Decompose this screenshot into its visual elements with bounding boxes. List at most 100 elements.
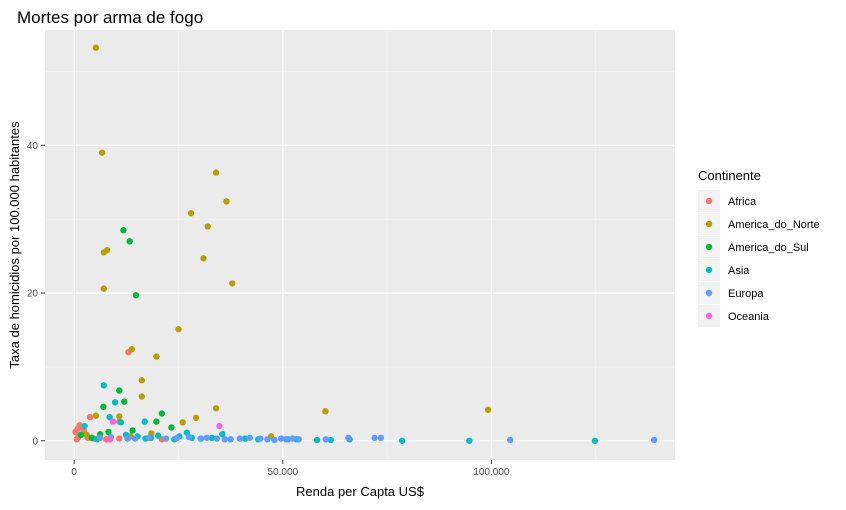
data-point [345,434,352,442]
data-point [313,436,321,444]
data-point [227,436,234,443]
data-point [154,432,162,439]
data-point [200,255,207,262]
data-point [153,418,160,425]
legend-swatch [705,243,713,251]
data-point [246,434,254,442]
legend-swatch [705,197,713,205]
data-point [322,408,329,415]
data-point [138,377,145,384]
data-point [327,436,334,444]
data-point [179,419,186,426]
data-point [650,436,658,444]
data-point [158,410,166,417]
data-point [212,405,220,412]
data-point [466,437,473,444]
data-point [77,431,85,439]
x-axis-label: Renda per Capta US$ [296,484,425,499]
data-point [229,280,236,287]
data-point [116,387,123,394]
legend-label: Africa [728,196,757,208]
data-point [168,424,175,431]
x-tick-label: 100.000 [473,467,510,478]
data-point [212,169,220,176]
data-point [120,227,127,234]
data-point [295,436,302,443]
data-point [282,436,290,443]
x-tick-label: 0 [71,467,77,478]
data-point [116,413,123,420]
data-point [204,223,211,230]
data-point [187,210,195,217]
data-point [197,435,204,442]
legend-label: America_do_Sul [728,242,809,254]
data-point [371,434,378,442]
data-point [484,406,492,413]
y-axis-ticks: 0 20 40 [27,141,45,447]
x-axis-ticks: 0 50.000 100.000 [71,460,510,478]
data-point [138,393,145,400]
data-point [88,434,95,442]
y-tick-label: 40 [27,141,39,152]
data-point [92,44,100,51]
legend-swatch [705,312,713,320]
data-point [83,431,90,439]
data-point [126,238,133,245]
data-point [124,435,131,442]
data-point [109,418,117,425]
legend-label: Asia [728,265,750,277]
grid-lines [45,30,675,460]
data-point [271,436,278,444]
plot-panel [45,30,675,460]
data-point [106,436,114,443]
data-point [141,418,148,425]
data-point [73,436,80,443]
data-point [213,435,221,442]
data-point [175,326,182,333]
legend-title: Continente [698,168,761,183]
data-point [173,434,181,442]
data-point [162,435,170,442]
data-point [221,436,229,443]
data-point [96,434,104,442]
data-point [100,403,107,411]
legend-swatch [705,289,713,297]
legend: Continente Africa America_do_Norte America… [698,168,820,327]
data-point [398,437,406,444]
data-point [236,435,244,442]
data-point [506,436,514,444]
x-tick-label: 50.000 [268,467,299,478]
data-point [257,435,264,442]
data-point [100,285,108,292]
data-point [81,422,88,430]
data-point [128,345,135,353]
legend-swatch [705,266,713,274]
data-point [116,435,123,442]
data-point [377,434,385,442]
data-point [264,436,271,443]
data-point [216,422,223,430]
y-axis-label: Taxa de homicidios por 100.000 habitante… [7,121,22,369]
data-point [277,435,285,442]
data-point [100,382,108,389]
data-point [132,292,140,299]
data-point [289,435,296,442]
data-point [185,433,193,441]
legend-label: Europa [728,288,764,300]
y-tick-label: 0 [32,436,38,447]
data-point [219,430,226,438]
chart-title: Mortes por arma de fogo [17,8,203,27]
data-point [111,399,119,406]
data-points [72,44,658,444]
data-point [591,437,599,444]
data-point [203,434,211,442]
data-point [153,353,160,360]
legend-label: America_do_Norte [728,219,820,231]
data-point [131,435,139,442]
data-point [92,412,100,419]
data-point [192,414,200,422]
data-point [86,413,94,421]
legend-swatch [705,220,713,228]
data-point [117,419,125,426]
